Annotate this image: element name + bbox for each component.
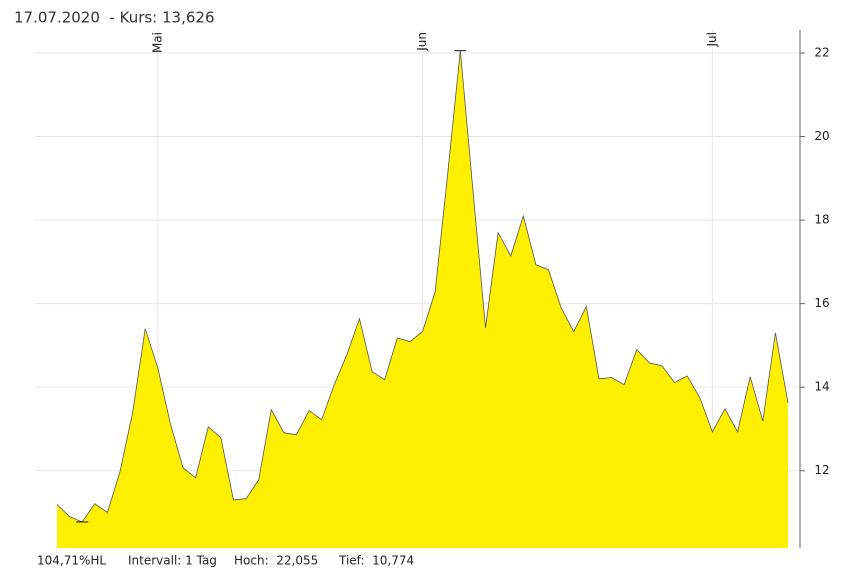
y-tick-label: 14	[814, 380, 829, 394]
y-tick-label: 16	[814, 296, 829, 310]
y-tick-label: 20	[814, 129, 829, 143]
footer-low: Tief: 10,774	[338, 554, 414, 568]
x-tick-label: Mai	[150, 32, 164, 53]
x-tick-label: Jun	[415, 32, 429, 52]
footer-interval: Intervall: 1 Tag	[128, 554, 217, 568]
line	[56, 50, 789, 523]
y-tick-label: 22	[814, 45, 829, 59]
y-tick-label: 12	[814, 463, 829, 477]
footer-hl: 104,71%HL	[37, 554, 106, 568]
header: 17.07.2020 - Kurs: 13,626	[14, 9, 215, 27]
y-tick-label: 18	[814, 213, 829, 227]
x-tick-label: Jul	[705, 32, 719, 47]
footer-high: Hoch: 22,055	[234, 554, 318, 568]
area	[57, 50, 788, 549]
